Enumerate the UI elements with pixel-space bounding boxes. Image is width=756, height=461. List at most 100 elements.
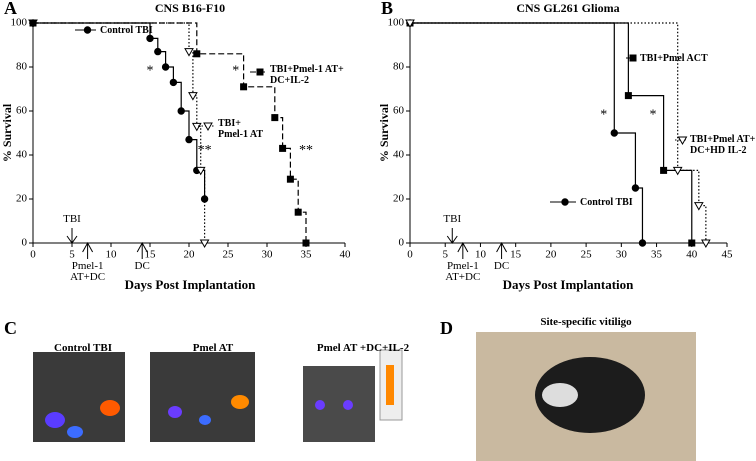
annotation: TBI	[63, 213, 81, 225]
photo-c3	[303, 349, 403, 442]
marker	[405, 19, 415, 29]
photo-label: Control TBI	[54, 342, 112, 354]
y-tick-label: 40	[393, 149, 405, 161]
y-tick-label: 100	[388, 17, 405, 29]
arrow	[457, 241, 469, 259]
annotation: Pmel-1 AT+DC	[445, 260, 481, 283]
legend-label: Control TBI	[100, 25, 153, 36]
x-tick-label: 30	[262, 249, 274, 261]
marker	[185, 135, 193, 144]
x-tick-label: 35	[301, 249, 313, 261]
photo-d	[476, 332, 696, 461]
annotation: DC	[493, 260, 510, 272]
marker	[294, 208, 302, 216]
y-tick-label: 40	[16, 149, 28, 161]
legend-label: TBI+ Pmel-1 AT	[218, 118, 264, 140]
x-axis-label: Days Post Implantation	[125, 277, 257, 292]
legend-marker	[256, 68, 264, 76]
y-tick-label: 60	[16, 105, 28, 117]
survival-curve	[33, 22, 307, 243]
marker	[302, 239, 310, 247]
chart-title: CNS B16-F10	[155, 1, 225, 15]
annotation: Pmel-1 AT+DC	[70, 260, 106, 283]
y-tick-label: 80	[393, 61, 405, 73]
x-tick-label: 40	[340, 249, 352, 261]
y-tick-label: 20	[16, 193, 28, 205]
marker	[610, 129, 618, 137]
y-tick-label: 80	[16, 61, 28, 73]
legend-marker	[629, 54, 637, 62]
marker	[638, 239, 647, 247]
marker	[188, 92, 198, 101]
x-tick-label: 5	[442, 249, 448, 261]
panel-letter: D	[440, 318, 453, 338]
photo-label: Pmel AT	[192, 342, 234, 354]
x-tick-label: 5	[69, 249, 75, 261]
marker	[672, 166, 683, 176]
x-tick-label: 0	[30, 249, 36, 261]
legend-marker	[83, 26, 92, 34]
y-tick-label: 0	[399, 237, 405, 249]
arrow	[446, 228, 458, 244]
marker	[199, 239, 210, 249]
chart-title: CNS GL261 Glioma	[516, 1, 619, 15]
x-tick-label: 40	[686, 249, 698, 261]
x-tick-label: 0	[407, 249, 413, 261]
x-tick-label: 20	[184, 249, 196, 261]
arrow	[136, 241, 148, 259]
significance-mark: **	[198, 143, 212, 158]
x-tick-label: 15	[510, 249, 522, 261]
marker	[660, 166, 668, 174]
x-tick-label: 15	[145, 249, 157, 261]
marker	[191, 122, 202, 132]
x-tick-label: 10	[475, 249, 487, 261]
panel-letter: B	[381, 0, 393, 18]
legend-label: TBI+Pmel-1 AT+ DC+IL-2	[270, 64, 344, 86]
marker	[29, 19, 37, 27]
photo-label: Site-specific vitiligo	[540, 316, 632, 328]
marker	[184, 48, 194, 57]
marker	[624, 92, 632, 100]
x-tick-label: 25	[223, 249, 235, 261]
x-tick-label: 20	[545, 249, 557, 261]
y-tick-label: 20	[393, 193, 405, 205]
marker	[286, 175, 294, 183]
marker	[177, 107, 185, 115]
marker	[195, 166, 206, 176]
marker	[146, 34, 154, 43]
x-axis-label: Days Post Implantation	[503, 277, 635, 292]
marker	[193, 50, 201, 58]
panel-letter: C	[4, 318, 17, 338]
photo-c2	[150, 352, 255, 442]
x-tick-label: 45	[722, 249, 734, 261]
significance-mark: **	[299, 143, 313, 158]
arrow	[496, 241, 508, 259]
significance-mark: *	[650, 108, 657, 123]
x-tick-label: 10	[106, 249, 118, 261]
y-tick-label: 60	[393, 105, 405, 117]
arrow	[66, 228, 78, 244]
x-tick-label: 30	[616, 249, 628, 261]
marker	[688, 239, 696, 247]
legend-marker	[677, 136, 688, 146]
x-tick-label: 25	[581, 249, 593, 261]
significance-mark: *	[232, 64, 239, 79]
arrow	[82, 241, 94, 259]
marker	[240, 83, 248, 91]
legend-marker	[561, 198, 569, 206]
survival-curve	[410, 22, 644, 243]
marker	[701, 239, 711, 249]
marker	[161, 63, 170, 71]
photo-label: Pmel AT +DC+IL-2	[316, 342, 410, 354]
y-axis-label: % Survival	[0, 103, 14, 162]
y-tick-label: 0	[22, 237, 28, 249]
marker	[279, 144, 287, 152]
y-tick-label: 100	[11, 17, 28, 29]
annotation: DC	[134, 260, 150, 272]
y-axis-label: % Survival	[377, 103, 391, 162]
legend-label: Control TBI	[580, 197, 633, 208]
marker	[154, 47, 162, 56]
x-tick-label: 35	[651, 249, 663, 261]
